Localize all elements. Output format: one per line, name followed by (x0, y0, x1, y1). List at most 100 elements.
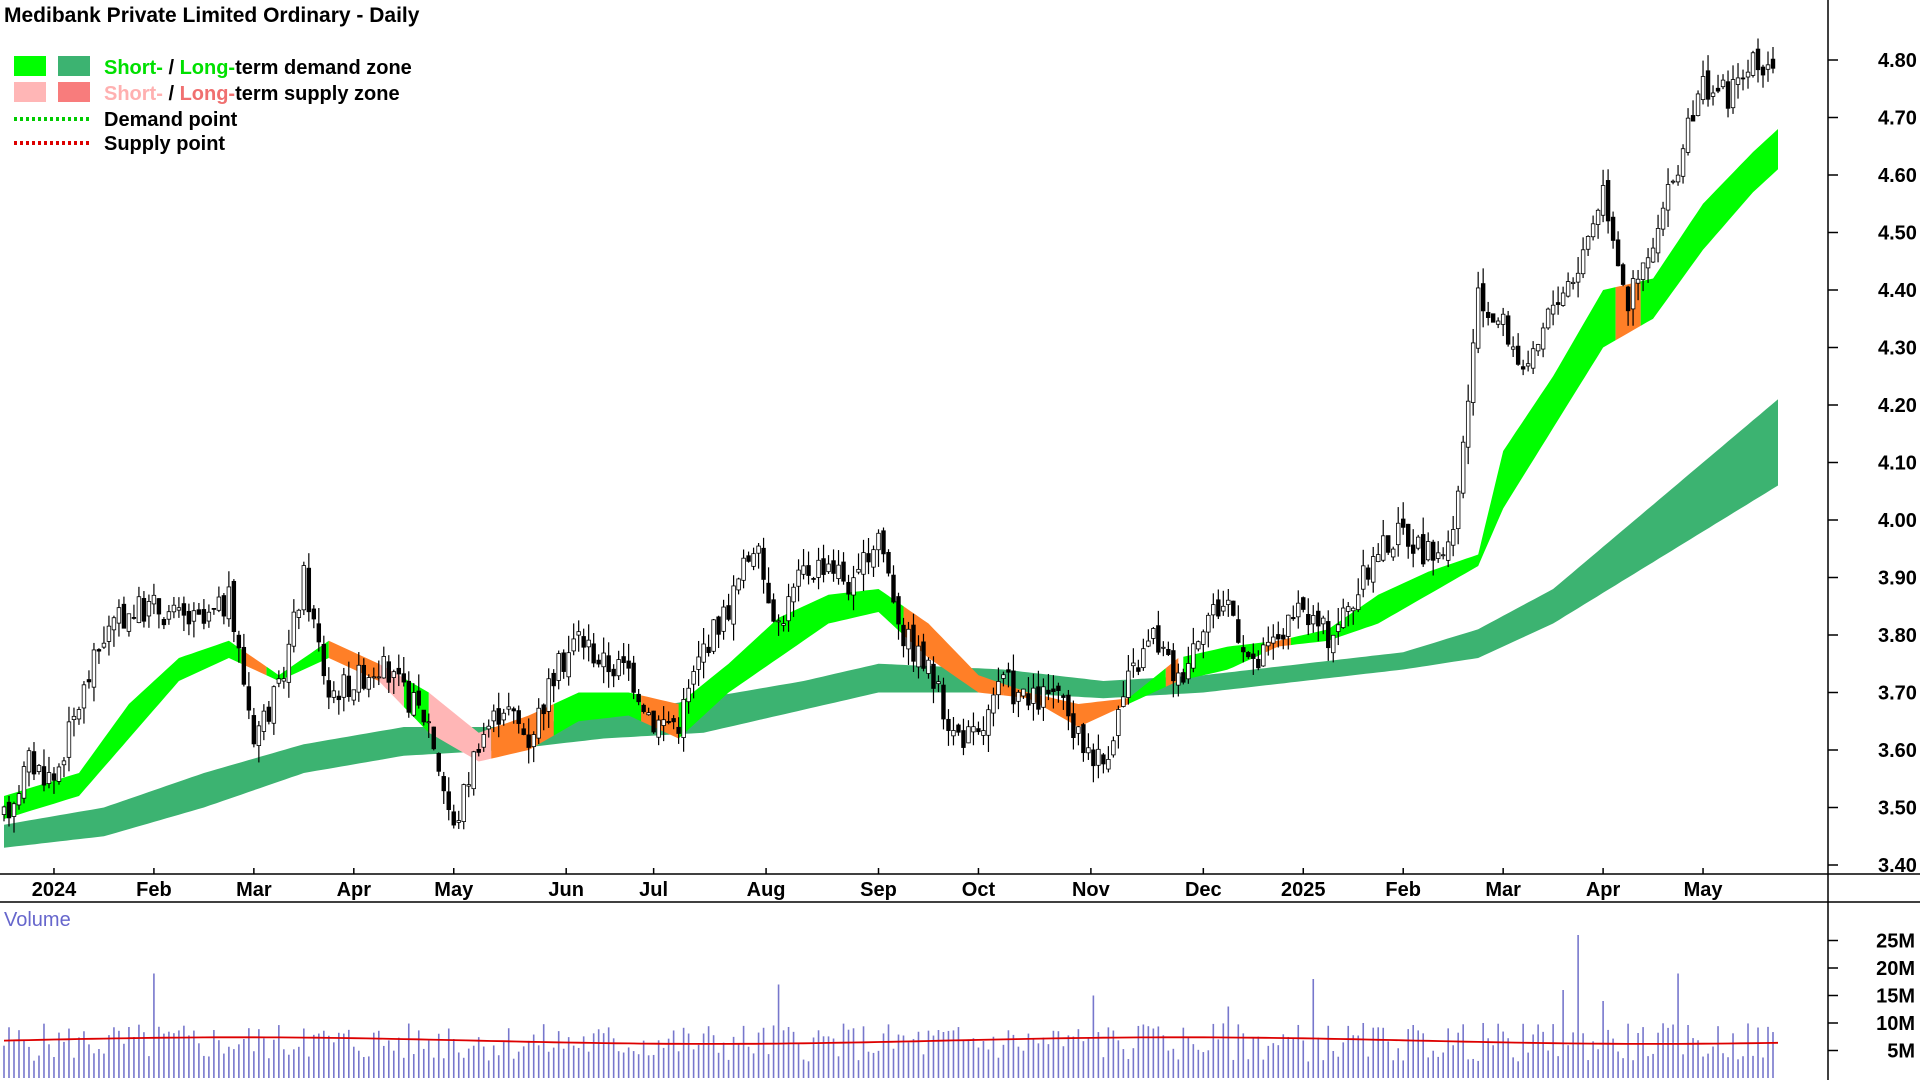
candle-body (1386, 535, 1391, 553)
candle-body (1635, 278, 1641, 284)
candle-body (786, 596, 791, 622)
candle-body (966, 726, 971, 744)
candle-body (216, 596, 222, 611)
candle-body (456, 820, 461, 823)
candle-body (256, 725, 262, 746)
candle-body (611, 668, 616, 677)
candle-body (1495, 320, 1501, 325)
candle-body (1021, 688, 1026, 697)
candle-body (1755, 48, 1761, 71)
date-tick-label: Oct (962, 879, 996, 901)
candle-body (1510, 346, 1516, 350)
candle-body (556, 653, 561, 681)
candle-body (1351, 607, 1356, 612)
price-tick-label: 4.40 (1878, 280, 1917, 302)
candle-body (411, 692, 416, 716)
short-term-demand-zone-1 (266, 640, 329, 681)
candle-body (1555, 302, 1561, 305)
candle-body (391, 671, 396, 678)
price-tick-label: 4.30 (1878, 338, 1917, 360)
candle-body (451, 811, 456, 826)
date-tick-label: Mar (1485, 879, 1521, 901)
candle-body (296, 609, 302, 618)
candle-body (906, 628, 911, 650)
short-term-supply-zone-0 (241, 649, 267, 676)
candle-body (161, 619, 167, 626)
candle-body (306, 567, 312, 613)
candle-body (1206, 614, 1211, 633)
legend-long-supply-swatch (58, 82, 90, 102)
short-term-demand-zone-5 (1128, 668, 1166, 704)
candle-body (706, 646, 711, 654)
date-tick-label: May (434, 879, 474, 901)
candle-body (1675, 174, 1681, 183)
candle-body (1655, 228, 1661, 254)
candle-body (171, 604, 177, 613)
candle-body (321, 644, 327, 677)
candle-body (1251, 653, 1256, 659)
candle-body (1106, 758, 1111, 770)
candle-body (746, 555, 751, 562)
price-tick-label: 4.00 (1878, 510, 1917, 532)
candle-body (691, 671, 696, 685)
candle-body (181, 603, 187, 616)
candle-body (1166, 648, 1171, 655)
candle-body (1191, 643, 1196, 669)
candle-body (601, 652, 606, 668)
candle-body (386, 661, 391, 683)
candle-body (156, 598, 162, 615)
volume-label: Volume (4, 909, 71, 931)
candle-body (1465, 400, 1471, 448)
candle-body (106, 625, 112, 642)
candle-body (1141, 648, 1146, 669)
candle-body (851, 577, 856, 596)
candle-body (1425, 541, 1431, 561)
candle-body (841, 561, 846, 582)
candle-body (1530, 348, 1536, 369)
short-term-supply-zone-1 (328, 640, 379, 681)
candle-body (1216, 599, 1221, 617)
candle-body (511, 708, 516, 712)
candle-body (401, 673, 406, 683)
candle-body (916, 645, 921, 668)
candle-body (56, 766, 62, 782)
candle-body (1381, 535, 1386, 561)
candle-body (671, 718, 676, 723)
candle-body (1760, 66, 1766, 76)
price-tick-label: 3.90 (1878, 568, 1917, 590)
candle-body (641, 704, 646, 712)
candle-body (31, 751, 37, 775)
candle-body (1291, 617, 1296, 620)
date-tick-label: Apr (337, 879, 372, 901)
candle-body (1086, 747, 1091, 754)
candle-body (1735, 77, 1741, 85)
candle-body (1710, 92, 1716, 97)
candle-body (536, 707, 541, 739)
price-tick-label: 3.50 (1878, 798, 1917, 820)
candle-body (91, 649, 97, 688)
candle-body (1690, 115, 1696, 122)
candle-body (276, 678, 282, 684)
price-tick-label: 4.10 (1878, 453, 1917, 475)
candle-body (1645, 257, 1651, 269)
candle-body (801, 565, 806, 575)
candle-body (1500, 313, 1506, 325)
candle-body (426, 721, 431, 724)
candle-body (1670, 180, 1676, 183)
candle-body (311, 608, 317, 620)
candle-body (1071, 713, 1076, 739)
price-tick-label: 4.80 (1878, 50, 1917, 72)
candle-body (1356, 594, 1361, 611)
candle-body (121, 603, 127, 629)
candle-body (1680, 148, 1686, 177)
candle-body (291, 611, 297, 647)
candle-body (1595, 209, 1601, 225)
price-tick-label: 3.80 (1878, 625, 1917, 647)
candle-body (806, 565, 811, 576)
candle-body (1391, 548, 1396, 558)
legend-demand-point: Demand point (104, 109, 238, 131)
candle-body (491, 710, 496, 722)
date-tick-label: Feb (1385, 879, 1421, 901)
candle-body (811, 578, 816, 580)
